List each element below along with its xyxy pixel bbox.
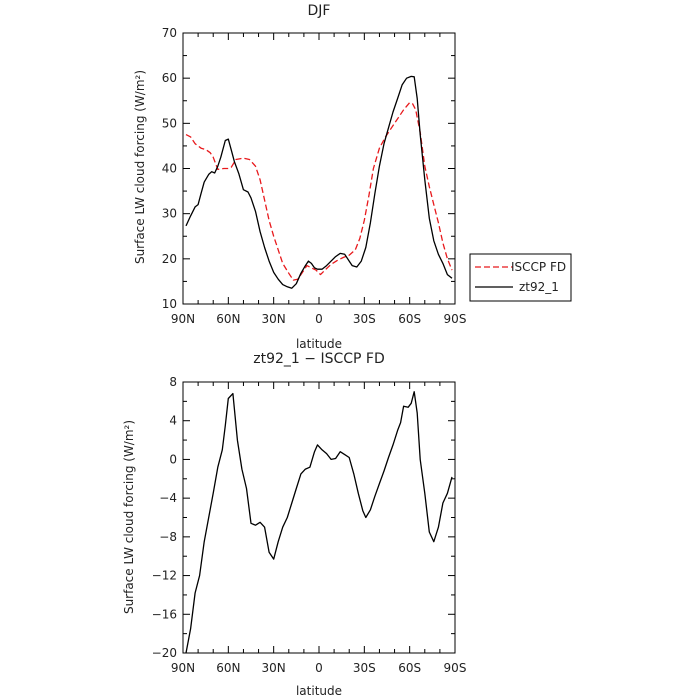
x-tick-label: 0 xyxy=(315,312,323,326)
y-tick-label: 0 xyxy=(169,452,177,466)
x-tick-label: 30S xyxy=(353,312,376,326)
legend-box xyxy=(469,253,572,302)
x-tick-label: 90N xyxy=(171,661,195,675)
y-tick-label: 8 xyxy=(169,375,177,389)
y-axis-label: Surface LW cloud forcing (W/m²) xyxy=(122,420,136,614)
plot-frame xyxy=(182,32,456,305)
y-tick-label: 40 xyxy=(162,162,177,176)
legend: ISCCP FD zt92_1 xyxy=(469,253,572,302)
legend-label-zt92-1: zt92_1 xyxy=(519,280,559,294)
y-tick-label: 30 xyxy=(162,207,177,221)
y-tick-label: −4 xyxy=(159,491,177,505)
y-tick-label: 50 xyxy=(162,116,177,130)
y-tick-label: −20 xyxy=(152,646,177,660)
y-tick-label: 20 xyxy=(162,252,177,266)
y-tick-label: 4 xyxy=(169,414,177,428)
y-tick-label: −12 xyxy=(152,569,177,583)
y-tick-label: 10 xyxy=(162,297,177,311)
x-tick-label: 30N xyxy=(262,661,286,675)
series-line-isccp-fd xyxy=(185,101,453,281)
y-tick-label: −16 xyxy=(152,607,177,621)
x-tick-label: 60S xyxy=(398,312,421,326)
legend-label-isccp-fd: ISCCP FD xyxy=(511,260,566,274)
x-tick-label: 30S xyxy=(353,661,376,675)
x-tick-label: 30N xyxy=(262,312,286,326)
x-tick-label: 90S xyxy=(444,661,467,675)
chart-title: zt92_1 − ISCCP FD xyxy=(253,351,384,367)
x-axis-label: latitude xyxy=(296,337,342,351)
x-tick-label: 60S xyxy=(398,661,421,675)
x-axis-label: latitude xyxy=(296,684,342,698)
y-tick-label: 70 xyxy=(162,26,177,40)
y-tick-label: 60 xyxy=(162,71,177,85)
x-tick-label: 90S xyxy=(444,312,467,326)
x-tick-label: 60N xyxy=(216,312,240,326)
y-tick-label: −8 xyxy=(159,530,177,544)
x-tick-label: 0 xyxy=(315,661,323,675)
y-axis-label: Surface LW cloud forcing (W/m²) xyxy=(133,70,147,264)
x-tick-label: 90N xyxy=(171,312,195,326)
series-line-difference xyxy=(185,391,453,654)
chart-difference: zt92_1 − ISCCP FD latitude Surface LW cl… xyxy=(122,351,466,698)
series-line-zt92-1 xyxy=(185,75,453,289)
chart-title: DJF xyxy=(308,3,331,19)
x-tick-label: 60N xyxy=(216,661,240,675)
plot-frame xyxy=(182,381,456,654)
chart-djf: DJF latitude Surface LW cloud forcing (W… xyxy=(133,3,572,351)
